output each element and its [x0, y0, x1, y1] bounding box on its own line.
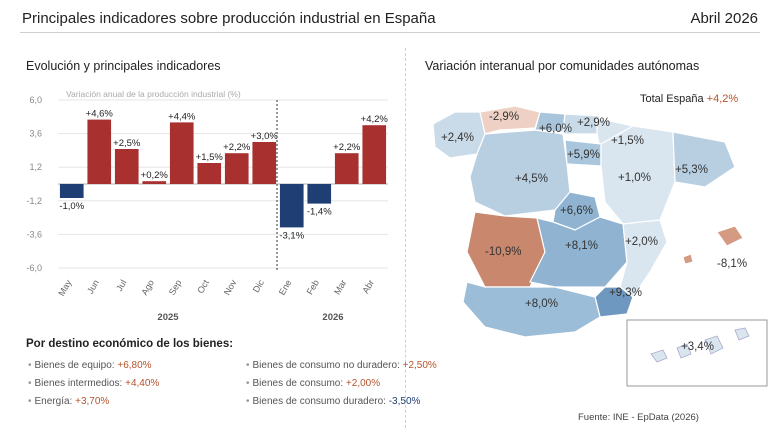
- legend-item-consumo-no-duradero: • Bienes de consumo no duradero: +2,50%: [246, 360, 437, 371]
- map-regions: [432, 105, 768, 387]
- map-label-pais-vasco: +2,9%: [577, 117, 610, 129]
- destination-legend: Por destino económico de los bienes: • Bi…: [26, 338, 437, 407]
- bar-ene[interactable]: [279, 184, 304, 228]
- bar-value-label: +4,6%: [86, 109, 114, 120]
- y-tick-label: 6,0: [29, 95, 42, 105]
- bar-value-label: +2,2%: [333, 142, 361, 153]
- header-rule: [20, 32, 760, 33]
- y-tick-label: -3,6: [26, 229, 42, 239]
- bar-dic[interactable]: [252, 142, 277, 184]
- x-tick-label: Sep: [167, 278, 184, 297]
- bar-mar[interactable]: [334, 153, 359, 184]
- map-label-canarias: +3,4%: [681, 341, 714, 353]
- year-group-label: 2025: [157, 312, 179, 323]
- canarias-inset-frame: [626, 319, 768, 387]
- map-label-galicia: +2,4%: [441, 132, 474, 144]
- xaxis-layer: May Jun Jul Ago Sep Oct Nov Dic Ene Feb Mar Abr 2025…: [56, 278, 376, 323]
- right-panel-title: Variación interanual por comunidades aut…: [425, 59, 700, 73]
- map-label-aragon: +1,0%: [618, 172, 651, 184]
- region-canarias[interactable]: [650, 327, 750, 363]
- map-label-murcia: +9,3%: [609, 287, 642, 299]
- map-label-cantabria: +6,0%: [539, 123, 572, 135]
- map-labels: -2,9% +2,4% +6,0% +2,9% +1,5% +5,9% +5,3…: [441, 111, 747, 353]
- map-label-cataluna: +5,3%: [675, 164, 708, 176]
- map-label-madrid: +6,6%: [560, 205, 593, 217]
- bar-abr[interactable]: [362, 125, 387, 184]
- bar-value-label: +4,2%: [361, 114, 389, 125]
- legend-item-consumo-duradero: • Bienes de consumo duradero: -3,50%: [246, 396, 421, 407]
- region-baleares-mallorca[interactable]: [716, 225, 744, 247]
- region-cataluna[interactable]: [672, 131, 736, 188]
- bar-value-label: +3,0%: [251, 131, 279, 142]
- bar-value-label: +2,5%: [113, 138, 141, 149]
- bar-chart: 6,0 3,6 1,2 -1,2 -3,6 -6,0 Variación anual de…: [26, 90, 388, 323]
- bar-nov[interactable]: [224, 153, 249, 184]
- x-tick-label: Oct: [195, 278, 211, 296]
- map-label-navarra: +1,5%: [611, 135, 644, 147]
- grid-layer: 6,0 3,6 1,2 -1,2 -3,6 -6,0: [26, 95, 388, 273]
- labels-layer: -1,0%+4,6%+2,5%+0,2%+4,4%+1,5%+2,2%+3,0%…: [59, 109, 388, 242]
- bar-value-label: +2,2%: [223, 142, 251, 153]
- region-baleares-ibiza[interactable]: [682, 253, 694, 265]
- map-label-baleares: -8,1%: [717, 258, 747, 270]
- legend-item-consumo: • Bienes de consumo: +2,00%: [246, 378, 381, 389]
- bar-value-label: +1,5%: [196, 152, 224, 163]
- x-tick-label: May: [56, 278, 73, 298]
- map-label-andalucia: +8,0%: [525, 298, 558, 310]
- y-tick-label: -1,2: [26, 196, 42, 206]
- map-label-castilla-la-mancha: +8,1%: [565, 240, 598, 252]
- map-label-asturias: -2,9%: [489, 111, 519, 123]
- bar-value-label: -1,4%: [307, 207, 332, 218]
- y-tick-label: 3,6: [29, 129, 42, 139]
- bar-ago[interactable]: [142, 181, 167, 184]
- bar-value-label: +4,4%: [168, 111, 196, 122]
- bar-value-label: -3,1%: [279, 230, 304, 241]
- panel-divider: [405, 48, 406, 428]
- bars-layer: [59, 119, 387, 228]
- x-tick-label: Ago: [139, 278, 156, 297]
- x-tick-label: Jul: [114, 278, 128, 293]
- bar-may[interactable]: [59, 184, 84, 198]
- x-tick-label: Mar: [332, 278, 348, 296]
- map-label-extremadura: -10,9%: [485, 246, 521, 258]
- spain-map: -2,9% +2,4% +6,0% +2,9% +1,5% +5,9% +5,3…: [432, 105, 768, 387]
- region-c-valenciana[interactable]: [619, 219, 668, 298]
- bar-feb[interactable]: [307, 184, 332, 204]
- page-title: Principales indicadores sobre producción…: [22, 10, 436, 27]
- source-note: Fuente: INE - EpData (2026): [578, 412, 699, 423]
- left-panel-title: Evolución y principales indicadores: [26, 59, 221, 73]
- region-andalucia[interactable]: [462, 281, 601, 338]
- legend-item-intermedios: • Bienes intermedios: +4,40%: [28, 378, 160, 389]
- total-label: Total España: [640, 93, 704, 105]
- x-tick-label: Abr: [360, 278, 376, 295]
- bar-oct[interactable]: [197, 163, 222, 184]
- year-group-label: 2026: [322, 312, 343, 323]
- legend-title: Por destino económico de los bienes:: [26, 338, 234, 350]
- map-label-castilla-leon: +4,5%: [515, 173, 548, 185]
- bar-value-label: +0,2%: [141, 170, 169, 181]
- bar-jul[interactable]: [114, 149, 139, 184]
- x-tick-label: Nov: [222, 278, 239, 297]
- x-tick-label: Dic: [251, 278, 266, 295]
- legend-item-equipo: • Bienes de equipo: +6,80%: [28, 360, 152, 371]
- y-tick-label: 1,2: [29, 162, 42, 172]
- bar-sep[interactable]: [169, 122, 194, 184]
- y-tick-label: -6,0: [26, 263, 42, 273]
- chart-subtitle: Variación anual de la producción industr…: [66, 90, 241, 99]
- page-date: Abril 2026: [690, 10, 758, 27]
- bar-value-label: -1,0%: [59, 201, 84, 212]
- total-value: +4,2%: [706, 93, 739, 105]
- map-label-c-valenciana: +2,0%: [625, 236, 658, 248]
- legend-item-energia: • Energía: +3,70%: [28, 396, 110, 407]
- map-label-la-rioja: +5,9%: [567, 149, 600, 161]
- bar-jun[interactable]: [87, 119, 112, 184]
- x-tick-label: Ene: [277, 278, 294, 297]
- x-tick-label: Jun: [85, 278, 101, 296]
- x-tick-label: Feb: [305, 278, 321, 296]
- total-espana: Total España +4,2%: [640, 93, 738, 105]
- header: Principales indicadores sobre producción…: [0, 0, 780, 33]
